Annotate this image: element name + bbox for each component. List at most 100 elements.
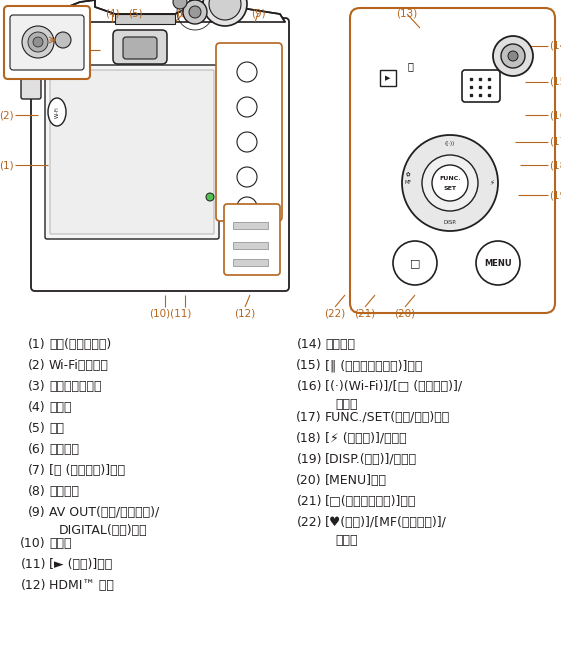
Text: (15): (15) [296,359,322,372]
Text: (15): (15) [549,77,561,87]
Text: (4): (4) [29,401,46,414]
Bar [233,259,268,266]
Bar [115,14,175,24]
FancyBboxPatch shape [216,43,282,221]
Circle shape [237,167,257,187]
Text: MF: MF [404,180,412,186]
Text: [(·)(Wi-Fi)]/[□ (单张拍摄)]/: [(·)(Wi-Fi)]/[□ (单张拍摄)]/ [325,380,462,393]
Text: Wi-Fi天线区域: Wi-Fi天线区域 [49,359,109,372]
Text: [‖ (自动对焦框选择)]按钮: [‖ (自动对焦框选择)]按钮 [325,359,422,372]
Text: 屏幕(液晶显示屏): 屏幕(液晶显示屏) [49,338,111,351]
Text: (18): (18) [296,432,322,445]
Text: (18): (18) [549,160,561,170]
Text: (2): (2) [29,359,46,372]
Circle shape [22,26,54,58]
Text: FUNC./SET(功能/设置)按钮: FUNC./SET(功能/设置)按钮 [325,411,450,424]
Text: (19): (19) [549,190,561,200]
Text: 屈光度调整转盘: 屈光度调整转盘 [49,380,102,393]
Text: (20): (20) [394,308,416,318]
Text: 取景器: 取景器 [49,401,71,414]
FancyBboxPatch shape [31,18,289,291]
Text: 电源按钮: 电源按钮 [49,443,79,456]
FancyBboxPatch shape [21,60,41,99]
Circle shape [33,37,43,47]
Text: (10): (10) [20,537,46,550]
Circle shape [28,32,48,52]
Polygon shape [50,0,285,22]
Circle shape [237,197,257,217]
Circle shape [508,51,518,61]
Text: (10)(11): (10)(11) [149,308,191,318]
Text: 遥控端子: 遥控端子 [49,485,79,498]
Bar [233,242,268,249]
Text: ((·)): ((·)) [445,140,455,146]
FancyBboxPatch shape [10,15,84,70]
Circle shape [209,0,241,20]
Text: (7): (7) [28,464,46,477]
Circle shape [206,193,214,201]
Text: (12): (12) [234,308,256,318]
FancyBboxPatch shape [113,30,167,64]
Circle shape [432,165,468,201]
Text: (16): (16) [297,380,322,393]
Text: (8): (8) [28,485,46,498]
FancyBboxPatch shape [45,65,219,239]
Text: [□(移动设备连接)]按钮: [□(移动设备连接)]按钮 [325,495,416,508]
FancyBboxPatch shape [350,8,555,313]
Text: (6): (6) [29,443,46,456]
Text: (3): (3) [72,45,87,55]
Text: 🗑: 🗑 [407,61,413,71]
Text: (22): (22) [297,516,322,529]
Text: ⚡: ⚡ [490,180,494,186]
FancyBboxPatch shape [4,6,90,79]
Circle shape [173,0,187,9]
Text: [► (播放)]按钮: [► (播放)]按钮 [49,558,112,571]
FancyBboxPatch shape [462,70,500,102]
FancyBboxPatch shape [123,37,157,59]
Text: □: □ [410,258,420,268]
Text: (16): (16) [549,110,561,120]
Circle shape [189,6,201,18]
Text: (1): (1) [29,338,46,351]
Text: (7): (7) [197,8,212,18]
Text: (20): (20) [296,474,322,487]
Text: (19): (19) [297,453,322,466]
Text: (21): (21) [355,308,376,318]
Circle shape [393,241,437,285]
Text: [♥(微距)]/[MF(手动对焦)]/: [♥(微距)]/[MF(手动对焦)]/ [325,516,447,529]
Text: 左按钮: 左按钮 [335,534,357,547]
Text: DIGITAL(数码)端子: DIGITAL(数码)端子 [59,524,148,537]
Circle shape [237,62,257,82]
Ellipse shape [48,98,66,126]
Bar [233,222,268,229]
Text: SET: SET [444,186,457,190]
Text: (14): (14) [297,338,322,351]
Text: MENU: MENU [484,259,512,267]
Text: (5): (5) [128,8,142,18]
Text: ▶: ▶ [385,75,390,81]
Text: FUNC.: FUNC. [439,176,461,180]
Text: (9): (9) [29,506,46,519]
Text: (8): (8) [220,8,235,18]
Text: 指示灯: 指示灯 [49,537,71,550]
Text: [DISP.(显示)]/下按钮: [DISP.(显示)]/下按钮 [325,453,417,466]
Text: (13): (13) [397,8,417,18]
Circle shape [422,155,478,211]
Circle shape [183,0,207,24]
Text: (1): (1) [0,160,14,170]
Circle shape [476,241,520,285]
Text: Wi-Fi: Wi-Fi [54,106,59,118]
Text: HDMI™ 端子: HDMI™ 端子 [49,579,114,592]
Text: (14): (14) [549,41,561,51]
Text: [MENU]按钮: [MENU]按钮 [325,474,387,487]
Text: [Ｓ (快捷按钮)]按钮: [Ｓ (快捷按钮)]按钮 [49,464,125,477]
Text: DISP.: DISP. [443,221,457,225]
Circle shape [237,97,257,117]
Text: (17): (17) [549,137,561,147]
FancyBboxPatch shape [50,70,214,234]
Text: (17): (17) [296,411,322,424]
Text: (9): (9) [251,8,265,18]
Text: (6): (6) [176,8,190,18]
Text: (5): (5) [28,422,46,435]
Text: (12): (12) [21,579,46,592]
